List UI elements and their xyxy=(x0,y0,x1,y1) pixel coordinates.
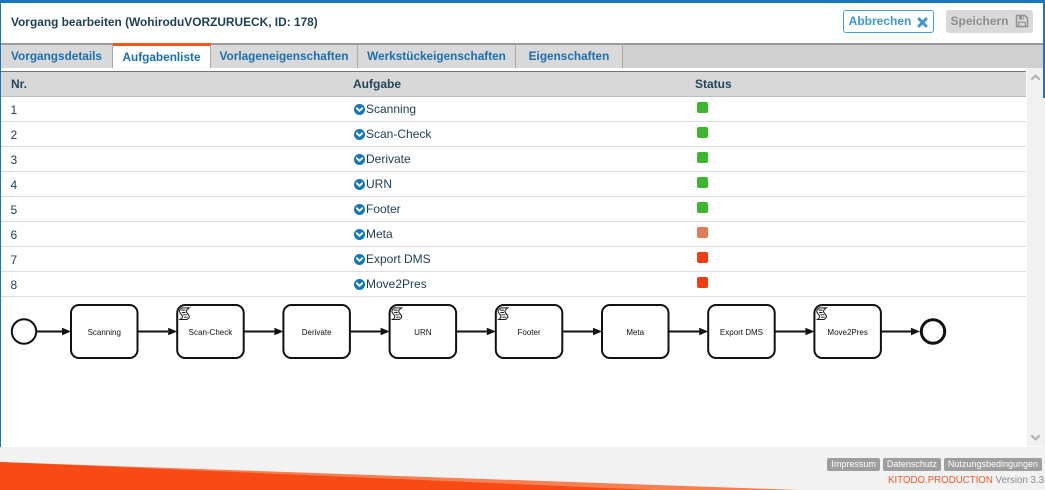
svg-text:Scan-Check: Scan-Check xyxy=(189,328,234,337)
svg-text:Derivate: Derivate xyxy=(302,328,332,337)
svg-text:URN: URN xyxy=(414,328,432,337)
svg-text:Export DMS: Export DMS xyxy=(720,328,763,337)
svg-text:Footer: Footer xyxy=(517,328,540,337)
svg-text:Meta: Meta xyxy=(626,328,644,337)
svg-text:Move2Pres: Move2Pres xyxy=(827,328,867,337)
svg-text:Scanning: Scanning xyxy=(88,328,121,337)
